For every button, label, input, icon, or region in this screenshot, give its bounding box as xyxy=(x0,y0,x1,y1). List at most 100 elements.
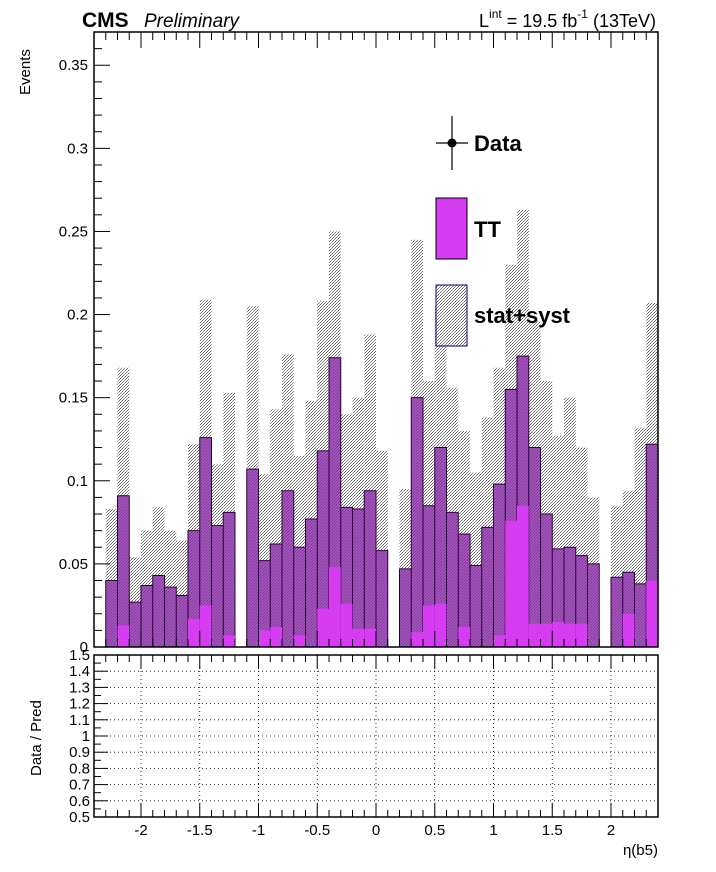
tt-bar xyxy=(329,567,341,647)
tt-bar xyxy=(364,628,376,647)
band-bar xyxy=(552,435,564,647)
ratio-y-tick-label: 0.7 xyxy=(69,777,90,794)
ratio-y-tick-label: 0.8 xyxy=(69,760,90,777)
tt-sum-bar xyxy=(246,469,259,647)
ratio-y-tick-label: 1.4 xyxy=(69,663,90,680)
legend-data-label: Data xyxy=(474,131,522,156)
legend-data-marker xyxy=(436,116,468,170)
tt-bar xyxy=(575,623,588,647)
ratio-x-tick-label: 0 xyxy=(372,822,380,839)
legend-unc-swatch xyxy=(435,284,468,347)
ratio-y-axis: 0.50.60.70.80.911.11.21.31.41.5 xyxy=(69,647,108,826)
tt-sum-bar xyxy=(129,602,141,647)
band-bar xyxy=(399,489,412,647)
tt-sum-outline xyxy=(105,355,659,647)
tt-bar xyxy=(423,605,435,647)
tt-sum-bar xyxy=(434,447,447,647)
tt-sum-bar xyxy=(282,490,294,647)
tt-sum-bar xyxy=(470,565,482,647)
ratio-x-axis: -2 -1.5 -1 -0.5 0 0.5 1 1.5 2 xyxy=(93,655,659,839)
tt-sum-bar xyxy=(575,555,588,647)
band-bar xyxy=(470,472,482,647)
y-tick-label: 0.2 xyxy=(67,307,88,324)
tt-sum-bar xyxy=(611,577,623,647)
ratio-y-tick-label: 1 xyxy=(82,728,90,745)
tt-bar xyxy=(552,622,564,647)
tt-sum-bar xyxy=(117,495,130,647)
tt-bar xyxy=(293,635,306,647)
band-bar xyxy=(105,509,118,647)
tt-bar xyxy=(270,627,282,647)
tt-bar xyxy=(540,623,553,647)
tt-sum-bar xyxy=(105,580,118,647)
tt-sum-bar xyxy=(164,587,177,647)
legend-unc-label: stat+syst xyxy=(474,303,571,328)
tt-sum-bar xyxy=(564,547,576,647)
tt-bar xyxy=(458,627,470,647)
tt-sum-bar xyxy=(493,484,506,647)
tt-sum-bar xyxy=(223,512,235,647)
legend: Data TT stat+syst xyxy=(435,116,571,347)
y-tick-label: 0.3 xyxy=(67,140,88,157)
tt-sum-bar xyxy=(552,548,564,647)
ratio-grid xyxy=(94,655,658,817)
band-bar xyxy=(176,540,188,647)
tt-sum-bar xyxy=(305,519,318,647)
ratio-x-tick-label: -1.5 xyxy=(187,822,213,839)
tt-sum-bar xyxy=(622,572,635,647)
tt-sum-bar xyxy=(364,490,376,647)
y-tick-label: 0.05 xyxy=(59,556,88,573)
tt-sum-bar xyxy=(446,512,459,647)
tt-sum-bar xyxy=(376,550,388,647)
tt-bar xyxy=(352,628,365,647)
band-bar xyxy=(611,505,623,647)
tt-bar xyxy=(317,608,329,647)
tt-bar xyxy=(517,505,529,647)
tt-sum-bar xyxy=(270,543,282,647)
tt-sum-bar xyxy=(211,525,224,647)
tt-bar xyxy=(646,580,658,647)
ratio-x-tick-label: -1 xyxy=(252,822,265,839)
ratio-x-tick-label: -2 xyxy=(134,822,147,839)
tt-bar xyxy=(199,605,212,647)
main-x-ticks xyxy=(93,32,659,647)
main-y-axis-label: Events xyxy=(17,49,34,95)
tt-sum-bar xyxy=(517,356,529,647)
y-tick-label: 0 xyxy=(80,639,88,656)
tt-sum-bar xyxy=(329,357,341,647)
ratio-y-axis-label: Data / Pred xyxy=(28,700,45,776)
band-bar xyxy=(634,427,647,647)
ratio-y-tick-label: 0.6 xyxy=(69,793,90,810)
y-tick-label: 0.35 xyxy=(59,57,88,74)
tt-sum-bar xyxy=(481,527,494,647)
legend-tt-swatch xyxy=(435,197,468,260)
tt-bar xyxy=(434,603,447,647)
tt-sum-histogram xyxy=(105,355,659,647)
status-label: Preliminary xyxy=(144,11,241,32)
tt-sum-bar xyxy=(540,514,553,647)
tt-sum-bar xyxy=(141,585,153,647)
tt-bar xyxy=(622,613,635,647)
tt-bar xyxy=(223,635,235,647)
ratio-y-tick-label: 1.5 xyxy=(69,647,90,664)
tt-sum-bar xyxy=(505,389,517,647)
tt-bar xyxy=(564,623,576,647)
tt-bar xyxy=(117,625,130,647)
tt-bar xyxy=(528,623,541,647)
band-bar xyxy=(376,450,388,647)
tt-sum-bar xyxy=(188,530,200,647)
tt-sum-bar xyxy=(646,444,658,647)
tt-sum-bar xyxy=(293,547,306,647)
ratio-y-tick-label: 1.3 xyxy=(69,679,90,696)
legend-tt-label: TT xyxy=(474,217,501,242)
ratio-x-tick-label: 1 xyxy=(489,822,497,839)
ratio-x-tick-label: 1.5 xyxy=(542,822,563,839)
ratio-x-tick-label: 2 xyxy=(607,822,615,839)
tt-bar xyxy=(188,618,200,647)
tt-sum-bar xyxy=(352,509,365,647)
tt-bar xyxy=(411,632,423,647)
tt-bar xyxy=(340,603,353,647)
tt-sum-bar xyxy=(411,397,423,647)
y-tick-label: 0.25 xyxy=(59,223,88,240)
